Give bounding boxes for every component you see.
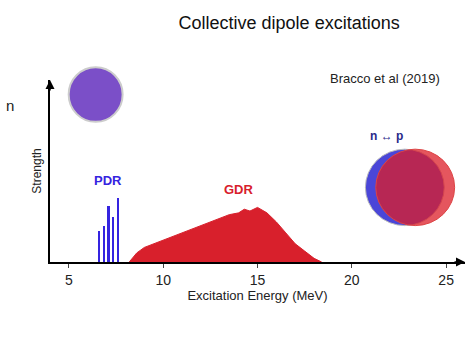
- svg-text:PDR: PDR: [94, 173, 122, 188]
- svg-text:Bracco et al (2019): Bracco et al (2019): [330, 71, 440, 86]
- svg-text:25: 25: [438, 272, 454, 288]
- svg-text:Excitation Energy (MeV): Excitation Energy (MeV): [187, 288, 327, 303]
- svg-text:Collective dipole excitations: Collective dipole excitations: [179, 13, 400, 33]
- svg-text:20: 20: [344, 272, 360, 288]
- svg-text:5: 5: [65, 272, 73, 288]
- svg-text:Strength: Strength: [30, 148, 44, 193]
- svg-text:15: 15: [250, 272, 266, 288]
- svg-text:GDR: GDR: [224, 182, 254, 197]
- svg-text:10: 10: [155, 272, 171, 288]
- svg-text:n ↔ p: n ↔ p: [370, 129, 403, 143]
- svg-text:n: n: [6, 97, 14, 114]
